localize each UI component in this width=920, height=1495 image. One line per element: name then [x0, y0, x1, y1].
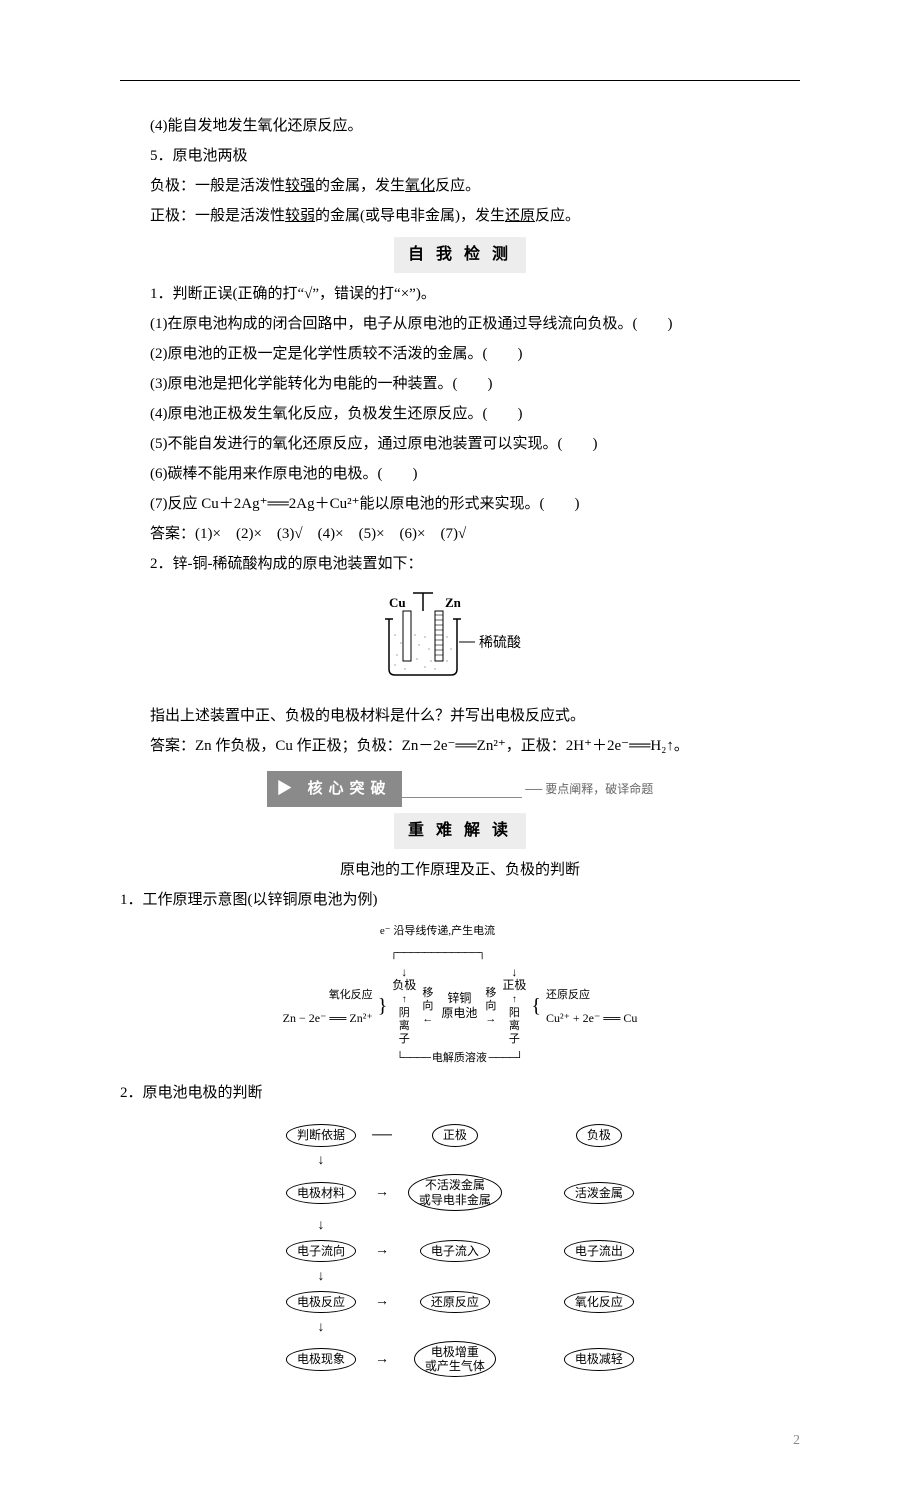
t: 反应。 — [435, 178, 480, 194]
u: 较弱 — [285, 208, 315, 224]
core-banner: ▶ 核心突破 ── 要点阐释，破译命题 — [120, 771, 800, 807]
core-line — [402, 797, 522, 798]
page-number: 2 — [120, 1427, 800, 1455]
sc-q4: (4)原电池正极发生氧化反应，负极发生还原反应。( ) — [120, 399, 800, 429]
pd-ox: 氧化反应 — [329, 989, 373, 1001]
pd-mid: 锌铜原电池 — [441, 991, 477, 1019]
sc-ask: 指出上述装置中正、负极的电极材料是什么？并写出电极反应式。 — [120, 701, 800, 731]
sc-ans2: 答案：Zn 作负极，Cu 作正极；负极：Zn－2e⁻══Zn²⁺，正极：2H⁺＋… — [120, 731, 800, 761]
line-positive: 正极：一般是活泼性较弱的金属(或导电非金属)，发生还原反应。 — [120, 201, 800, 231]
fc-r2b: 电子流入 — [420, 1240, 490, 1262]
pd-yin: 阴离子 — [399, 1007, 410, 1045]
beaker-cu: Cu — [389, 595, 406, 610]
pd-yang: 阳离子 — [509, 1007, 520, 1045]
fc-h1: 判断依据 — [286, 1124, 356, 1146]
fc-r4b: 电极增重或产生气体 — [414, 1341, 496, 1378]
fc-r1a: 电极材料 — [286, 1182, 356, 1204]
core-right-text: ── 要点阐释，破译命题 — [525, 777, 653, 801]
pd-move2: 移向 — [485, 987, 496, 1012]
principle-diagram: e⁻ 沿导线传递,产生电流 ┌────────────┐ 氧化反应 Zn − 2… — [120, 919, 800, 1070]
beaker-zn: Zn — [445, 595, 462, 610]
fc-h2: 正极 — [432, 1124, 478, 1146]
sc-q5: (5)不能自发进行的氧化还原反应，通过原电池装置可以实现。( ) — [120, 429, 800, 459]
sc-answers: 答案：(1)× (2)× (3)√ (4)× (5)× (6)× (7)√ — [120, 519, 800, 549]
t: 反应。 — [535, 208, 580, 224]
fc-r4a: 电极现象 — [286, 1348, 356, 1370]
pd-bottom: 电解质溶液 — [432, 1052, 487, 1064]
pd-left-eq: Zn − 2e⁻ ══ Zn²⁺ — [283, 1011, 373, 1025]
sc-q2: (2)原电池的正极一定是化学性质较不活泼的金属。( ) — [120, 339, 800, 369]
badge-text: 重 难 解 读 — [394, 813, 526, 849]
sc-q7: (7)反应 Cu＋2Ag⁺══2Ag＋Cu²⁺能以原电池的形式来实现。( ) — [120, 489, 800, 519]
u: 较强 — [285, 178, 315, 194]
principle-s2: 2．原电池电极的判断 — [120, 1078, 800, 1108]
core-left-text: ▶ 核心突破 — [267, 771, 402, 807]
badge-hardread: 重 难 解 读 — [120, 813, 800, 849]
t: 的金属，发生 — [315, 178, 405, 194]
fc-r1c: 活泼金属 — [564, 1182, 634, 1204]
pd-neg: 负极 — [392, 978, 416, 992]
principle-s1: 1．工作原理示意图(以锌铜原电池为例) — [120, 885, 800, 915]
sc-setup: 2．锌-铜-稀硫酸构成的原电池装置如下： — [120, 549, 800, 579]
electrode-flowchart: 判断依据 ── 正极 负极 ↓ 电极材料 → 不活泼金属或导电非金属 活泼金属 … — [120, 1114, 800, 1387]
t: 正极：一般是活泼性 — [150, 208, 285, 224]
sc-intro: 1．判断正误(正确的打“√”，错误的打“×”)。 — [120, 279, 800, 309]
fc-r1b: 不活泼金属或导电非金属 — [408, 1174, 502, 1211]
u: 氧化 — [405, 178, 435, 194]
sc-q1: (1)在原电池构成的闭合回路中，电子从原电池的正极通过导线流向负极。( ) — [120, 309, 800, 339]
sc-q6: (6)碳棒不能用来作原电池的电极。( ) — [120, 459, 800, 489]
pd-move: 移向 — [422, 987, 433, 1012]
beaker-diagram: Cu Zn 稀硫酸 — [120, 587, 800, 693]
fc-r4c: 电极减轻 — [564, 1348, 634, 1370]
pd-pos: 正极 — [502, 978, 526, 992]
pd-top: e⁻ 沿导线传递,产生电流 — [380, 925, 495, 937]
badge-text: 自 我 检 测 — [394, 237, 526, 273]
u: 还原 — [505, 208, 535, 224]
top-rule — [120, 80, 800, 81]
line-4: (4)能自发地发生氧化还原反应。 — [120, 111, 800, 141]
sc-q3: (3)原电池是把化学能转化为电能的一种装置。( ) — [120, 369, 800, 399]
principle-title: 原电池的工作原理及正、负极的判断 — [120, 855, 800, 885]
pd-red: 还原反应 — [546, 989, 590, 1001]
t: 负极：一般是活泼性 — [150, 178, 285, 194]
line-5-heading: 5．原电池两极 — [120, 141, 800, 171]
t: 的金属(或导电非金属)，发生 — [315, 208, 505, 224]
fc-h3: 负极 — [576, 1124, 622, 1146]
fc-r2c: 电子流出 — [564, 1240, 634, 1262]
line-negative: 负极：一般是活泼性较强的金属，发生氧化反应。 — [120, 171, 800, 201]
badge-selfcheck: 自 我 检 测 — [120, 237, 800, 273]
pd-right-eq: Cu²⁺ + 2e⁻ ══ Cu — [546, 1011, 637, 1025]
fc-r2a: 电子流向 — [286, 1240, 356, 1262]
beaker-label: 稀硫酸 — [479, 635, 521, 651]
